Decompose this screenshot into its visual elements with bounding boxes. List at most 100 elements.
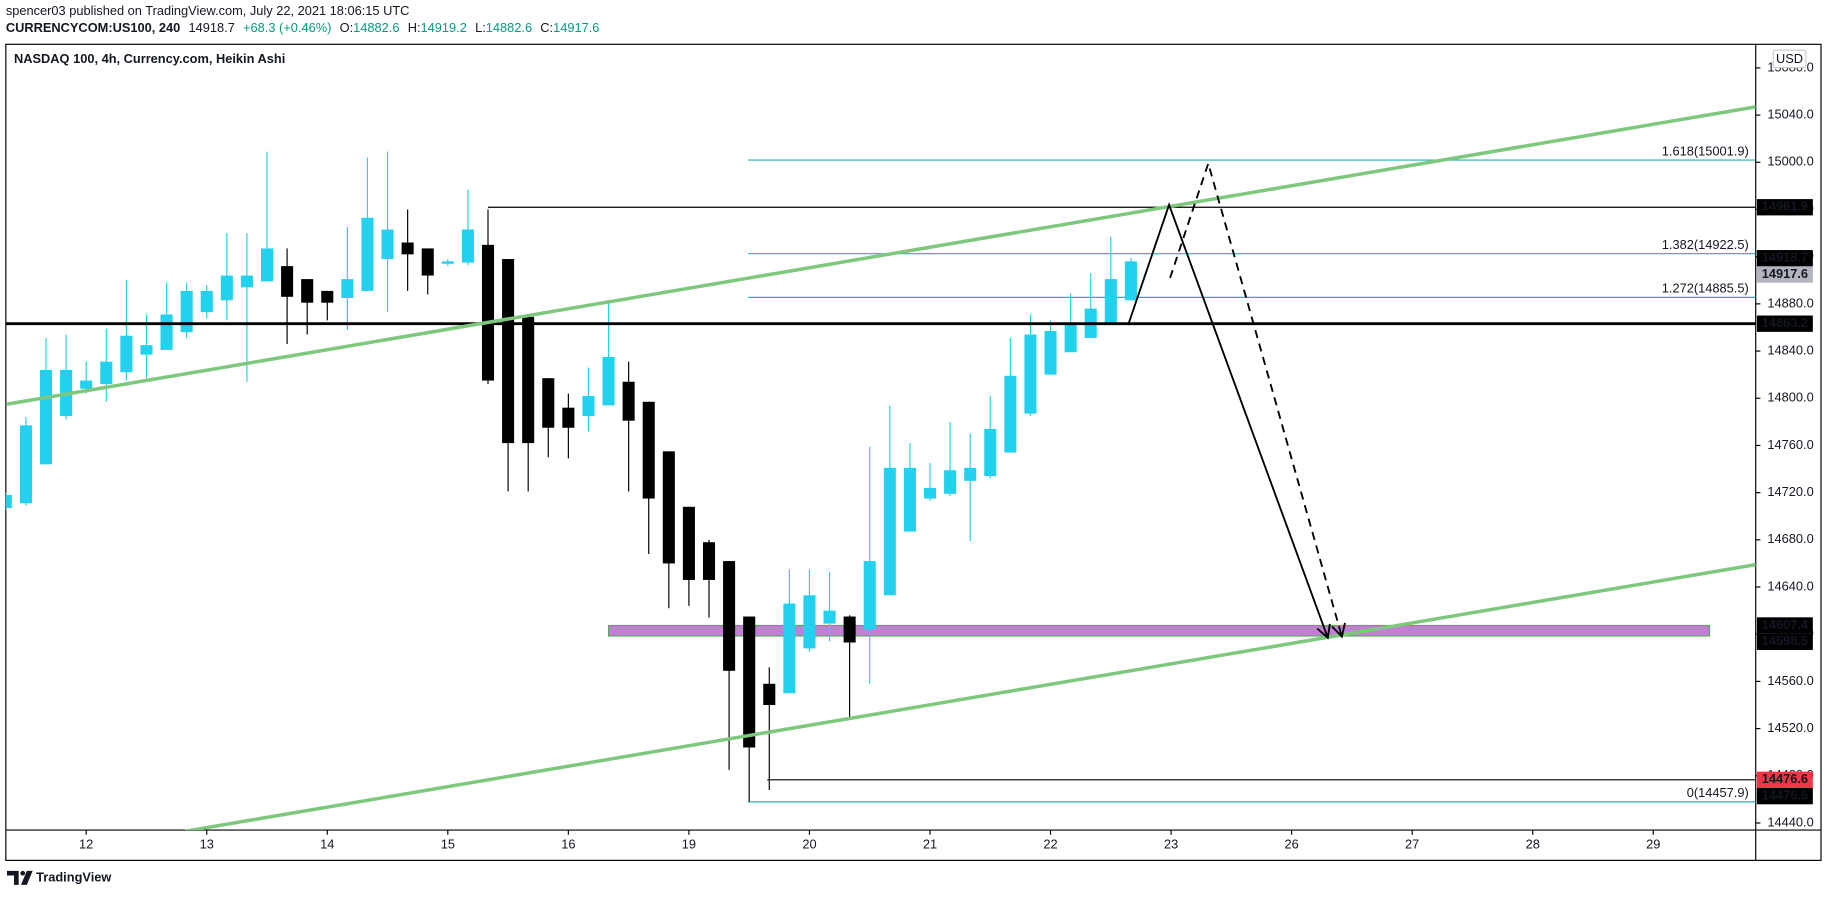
x-tick-label: 21 — [923, 837, 937, 852]
y-tick-label: 14800.0 — [1767, 390, 1813, 405]
candle-body — [964, 467, 977, 481]
plot — [5, 105, 1756, 831]
candle-body — [863, 561, 876, 630]
price-label: 14917.6 — [1762, 266, 1808, 281]
price-label-bg — [1756, 617, 1813, 634]
candle-body — [642, 401, 655, 499]
brand: TradingView — [36, 869, 111, 884]
c-label: C: — [540, 21, 553, 36]
y-tick-label: 15040.0 — [1767, 106, 1813, 121]
candle-body — [783, 603, 796, 694]
candle-body — [1124, 261, 1137, 301]
arrowhead — [1331, 622, 1346, 639]
price-label: 14607.4 — [1762, 617, 1809, 632]
candle-body — [140, 345, 153, 355]
candle-body — [823, 610, 836, 624]
price-label-bg — [1756, 771, 1813, 788]
x-tick-label: 23 — [1164, 837, 1178, 852]
trendline — [6, 105, 1756, 406]
candle-body — [461, 229, 474, 263]
projection — [1169, 160, 1343, 637]
price-label-bg — [1756, 633, 1813, 650]
y-tick-label: 14840.0 — [1767, 342, 1813, 357]
x-tick-label: 19 — [682, 837, 696, 852]
arrowhead — [1316, 623, 1331, 640]
y-tick-label: 14880.0 — [1767, 295, 1813, 310]
candle-body — [200, 290, 213, 313]
x-tick-label: 16 — [561, 837, 575, 852]
price-label: 14918.7 — [1762, 250, 1808, 265]
candle-body — [381, 229, 394, 260]
projection — [1128, 201, 1329, 639]
candle-body — [763, 683, 776, 706]
candle-body — [301, 279, 314, 303]
candle-body — [682, 506, 695, 580]
candle-body — [481, 244, 495, 381]
candle-body — [361, 217, 374, 291]
candle-body — [5, 495, 12, 508]
candle-body — [100, 361, 113, 385]
candle-body — [662, 451, 675, 564]
x-tick-label: 27 — [1405, 837, 1419, 852]
y-tick-label: 14440.0 — [1767, 814, 1813, 829]
candle-body — [281, 266, 294, 297]
o-label: O: — [340, 21, 354, 36]
candle-body — [260, 248, 274, 282]
candle-body — [341, 279, 354, 298]
candle-body — [1024, 334, 1037, 414]
price-label-bg — [1756, 787, 1813, 805]
candle-body — [803, 595, 816, 649]
y-tick-label: 14520.0 — [1767, 720, 1813, 735]
currency: USD — [1776, 51, 1803, 66]
candle-body — [622, 381, 635, 421]
candle-body — [723, 561, 736, 671]
price-label: 14598.5 — [1762, 633, 1808, 648]
candle-body — [441, 261, 454, 264]
fib-label: 1.382(14922.5) — [1662, 237, 1749, 252]
l-value: 14882.6 — [486, 21, 532, 36]
x-tick-label: 12 — [79, 837, 93, 852]
fib-label: 1.272(14885.5) — [1662, 281, 1749, 296]
candle-body — [120, 335, 133, 373]
symbol: CURRENCYCOM:US100, 240 — [6, 21, 180, 36]
candle-body — [944, 470, 957, 494]
logo-mark — [6, 870, 33, 885]
candle-body — [542, 378, 555, 428]
candle-body — [562, 407, 575, 428]
candle-body — [1044, 331, 1057, 375]
candle-body — [160, 314, 173, 350]
y-tick-label: 14720.0 — [1767, 484, 1813, 499]
logo — [6, 870, 33, 885]
candle-body — [923, 487, 937, 499]
x-tick-label: 15 — [441, 837, 455, 852]
candle-body — [421, 248, 434, 276]
candle-body — [240, 275, 253, 288]
candle-body — [401, 242, 414, 255]
price-label: 14863.2 — [1762, 315, 1808, 330]
fib-label: 1.618(15001.9) — [1662, 143, 1749, 158]
x-tick-label: 13 — [200, 837, 214, 852]
candle-body — [883, 467, 896, 596]
o-value: 14882.6 — [353, 21, 399, 36]
publisher: spencer03 published on TradingView.com, … — [6, 3, 410, 18]
price-label: 14476.6 — [1762, 771, 1808, 786]
price-label-bg — [1756, 266, 1813, 283]
candle-body — [903, 467, 916, 532]
x-tick-label: 29 — [1646, 837, 1660, 852]
candle-body — [602, 356, 615, 406]
logo-dot — [20, 870, 26, 876]
price-label-bg — [1756, 199, 1813, 216]
candle-body — [743, 616, 756, 748]
candle-body — [1104, 279, 1117, 324]
y-tick-label: 14680.0 — [1767, 531, 1813, 546]
candle-body — [843, 616, 856, 643]
price-label-bg — [1756, 250, 1813, 267]
price-label: 14961.9 — [1762, 199, 1808, 214]
candle-body — [80, 380, 93, 389]
last: 14918.7 — [189, 21, 235, 36]
y-tick-label: 14560.0 — [1767, 673, 1813, 688]
x-tick-label: 26 — [1284, 837, 1298, 852]
h-label: H: — [408, 21, 421, 36]
candle-body — [984, 428, 997, 477]
